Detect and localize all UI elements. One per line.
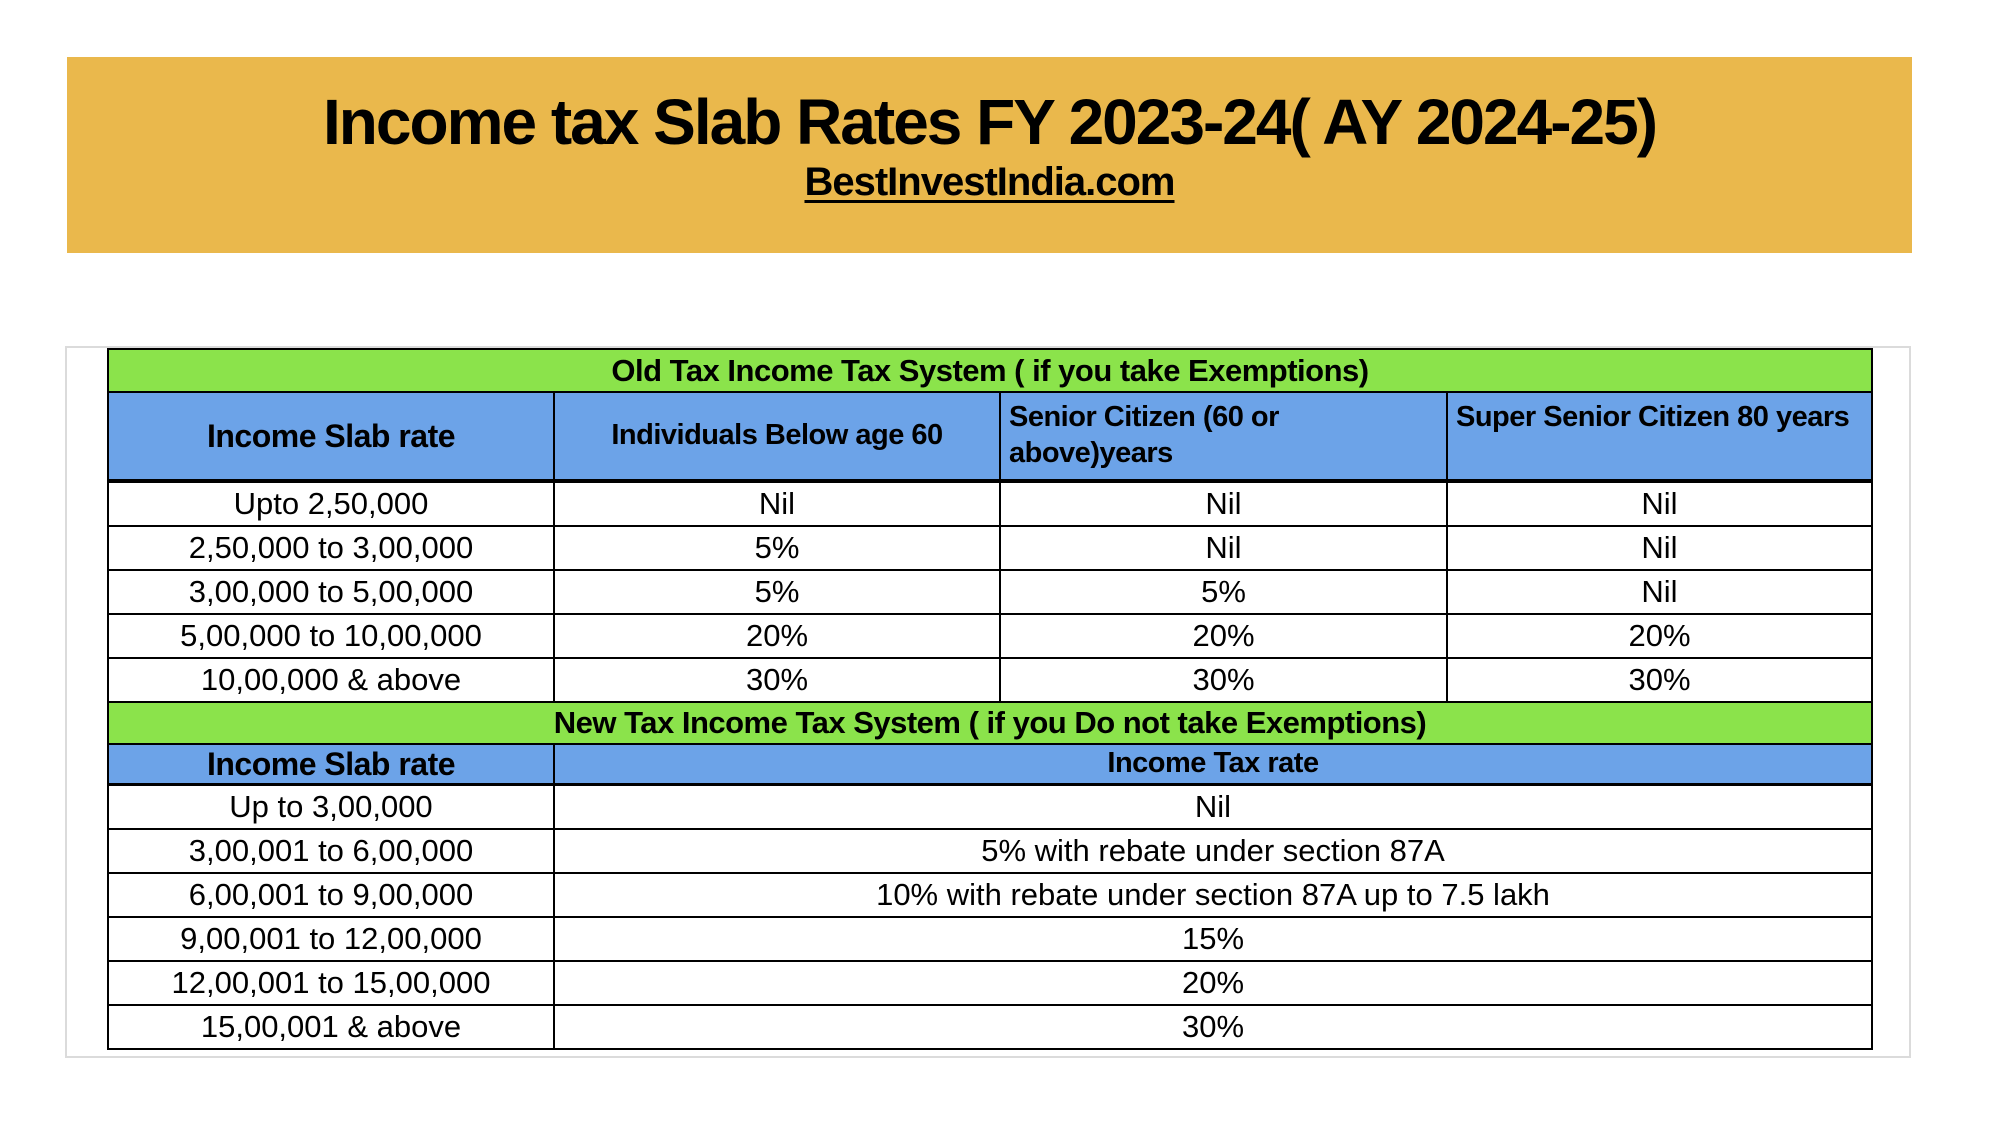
tax-slab-table: Old Tax Income Tax System ( if you take …	[107, 348, 1873, 1050]
table-cell: 3,00,000 to 5,00,000	[107, 569, 555, 615]
table-cell: 30%	[553, 1004, 1873, 1050]
table-cell: 20%	[999, 613, 1448, 659]
table-cell: 30%	[999, 657, 1448, 703]
table-cell: 15%	[553, 916, 1873, 962]
new-system-section-row: New Tax Income Tax System ( if you Do no…	[107, 701, 1873, 745]
title-banner: Income tax Slab Rates FY 2023-24( AY 202…	[67, 57, 1912, 253]
old-col-senior-citizen: Senior Citizen (60 or above)years	[999, 391, 1448, 483]
table-cell: 20%	[553, 613, 1001, 659]
old-col-income-slab-rate: Income Slab rate	[107, 391, 555, 483]
old-system-column-header-row: Income Slab rate Individuals Below age 6…	[107, 391, 1873, 483]
old-col-individuals-below-60: Individuals Below age 60	[553, 391, 1001, 483]
table-row: Upto 2,50,000 Nil Nil Nil	[107, 480, 1873, 527]
new-col-income-slab-rate: Income Slab rate	[107, 743, 555, 786]
table-cell: 2,50,000 to 3,00,000	[107, 525, 555, 571]
website-name: BestInvestIndia.com	[804, 160, 1175, 205]
table-cell: 30%	[553, 657, 1001, 703]
table-row: 3,00,000 to 5,00,000 5% 5% Nil	[107, 569, 1873, 615]
table-cell: 5%	[553, 525, 1001, 571]
table-frame: Old Tax Income Tax System ( if you take …	[65, 346, 1911, 1058]
table-cell: 10,00,000 & above	[107, 657, 555, 703]
table-cell: Nil	[553, 480, 1001, 527]
new-col-income-tax-rate: Income Tax rate	[553, 743, 1873, 786]
table-cell: 5%	[999, 569, 1448, 615]
table-cell: 5,00,000 to 10,00,000	[107, 613, 555, 659]
table-cell: Nil	[553, 783, 1873, 830]
table-row: 12,00,001 to 15,00,000 20%	[107, 960, 1873, 1006]
old-col-super-senior-citizen: Super Senior Citizen 80 years	[1446, 391, 1873, 483]
table-row: 5,00,000 to 10,00,000 20% 20% 20%	[107, 613, 1873, 659]
table-cell: Up to 3,00,000	[107, 783, 555, 830]
table-cell: 6,00,001 to 9,00,000	[107, 872, 555, 918]
table-cell: 20%	[1446, 613, 1873, 659]
table-row: 2,50,000 to 3,00,000 5% Nil Nil	[107, 525, 1873, 571]
new-system-section-header: New Tax Income Tax System ( if you Do no…	[107, 701, 1873, 745]
table-row: 9,00,001 to 12,00,000 15%	[107, 916, 1873, 962]
table-cell: 30%	[1446, 657, 1873, 703]
table-cell: 3,00,001 to 6,00,000	[107, 828, 555, 874]
table-cell: 10% with rebate under section 87A up to …	[553, 872, 1873, 918]
old-system-section-row: Old Tax Income Tax System ( if you take …	[107, 348, 1873, 393]
table-cell: Upto 2,50,000	[107, 480, 555, 527]
table-cell: 12,00,001 to 15,00,000	[107, 960, 555, 1006]
table-row: 15,00,001 & above 30%	[107, 1004, 1873, 1050]
table-cell: Nil	[1446, 525, 1873, 571]
table-cell: Nil	[1446, 480, 1873, 527]
table-cell: 5% with rebate under section 87A	[553, 828, 1873, 874]
new-system-column-header-row: Income Slab rate Income Tax rate	[107, 743, 1873, 786]
table-row: 10,00,000 & above 30% 30% 30%	[107, 657, 1873, 703]
page-title: Income tax Slab Rates FY 2023-24( AY 202…	[323, 86, 1658, 158]
table-row: 6,00,001 to 9,00,000 10% with rebate und…	[107, 872, 1873, 918]
table-row: Up to 3,00,000 Nil	[107, 783, 1873, 830]
table-cell: 5%	[553, 569, 1001, 615]
table-cell: 20%	[553, 960, 1873, 1006]
table-cell: Nil	[999, 480, 1448, 527]
table-cell: 9,00,001 to 12,00,000	[107, 916, 555, 962]
old-system-section-header: Old Tax Income Tax System ( if you take …	[107, 348, 1873, 393]
table-cell: Nil	[1446, 569, 1873, 615]
table-row: 3,00,001 to 6,00,000 5% with rebate unde…	[107, 828, 1873, 874]
table-cell: Nil	[999, 525, 1448, 571]
table-cell: 15,00,001 & above	[107, 1004, 555, 1050]
